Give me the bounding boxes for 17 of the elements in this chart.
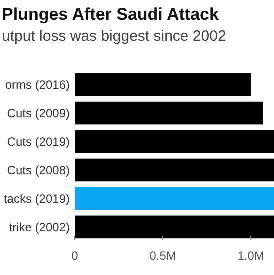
chart-title: Plunges After Saudi Attack (2, 5, 220, 24)
x-tick-label: 1.0M (238, 249, 264, 263)
bar (75, 187, 274, 210)
y-tick-label: tacks (2019) (4, 192, 70, 206)
x-tick-label: 0 (72, 249, 79, 263)
y-tick-label: trike (2002) (9, 220, 70, 234)
y-tick-label: Cuts (2008) (7, 163, 70, 178)
y-tick-label: orms (2016) (5, 78, 70, 92)
y-tick-label: Cuts (2009) (7, 106, 70, 120)
y-tick-label: Cuts (2019) (7, 134, 70, 149)
bar (75, 216, 274, 239)
bar (75, 102, 264, 125)
bar (75, 73, 252, 96)
bar (75, 158, 274, 182)
x-tick-label: 0.5M (150, 249, 176, 263)
chart-subtitle: utput loss was biggest since 2002 (2, 28, 226, 45)
bar (75, 130, 274, 154)
